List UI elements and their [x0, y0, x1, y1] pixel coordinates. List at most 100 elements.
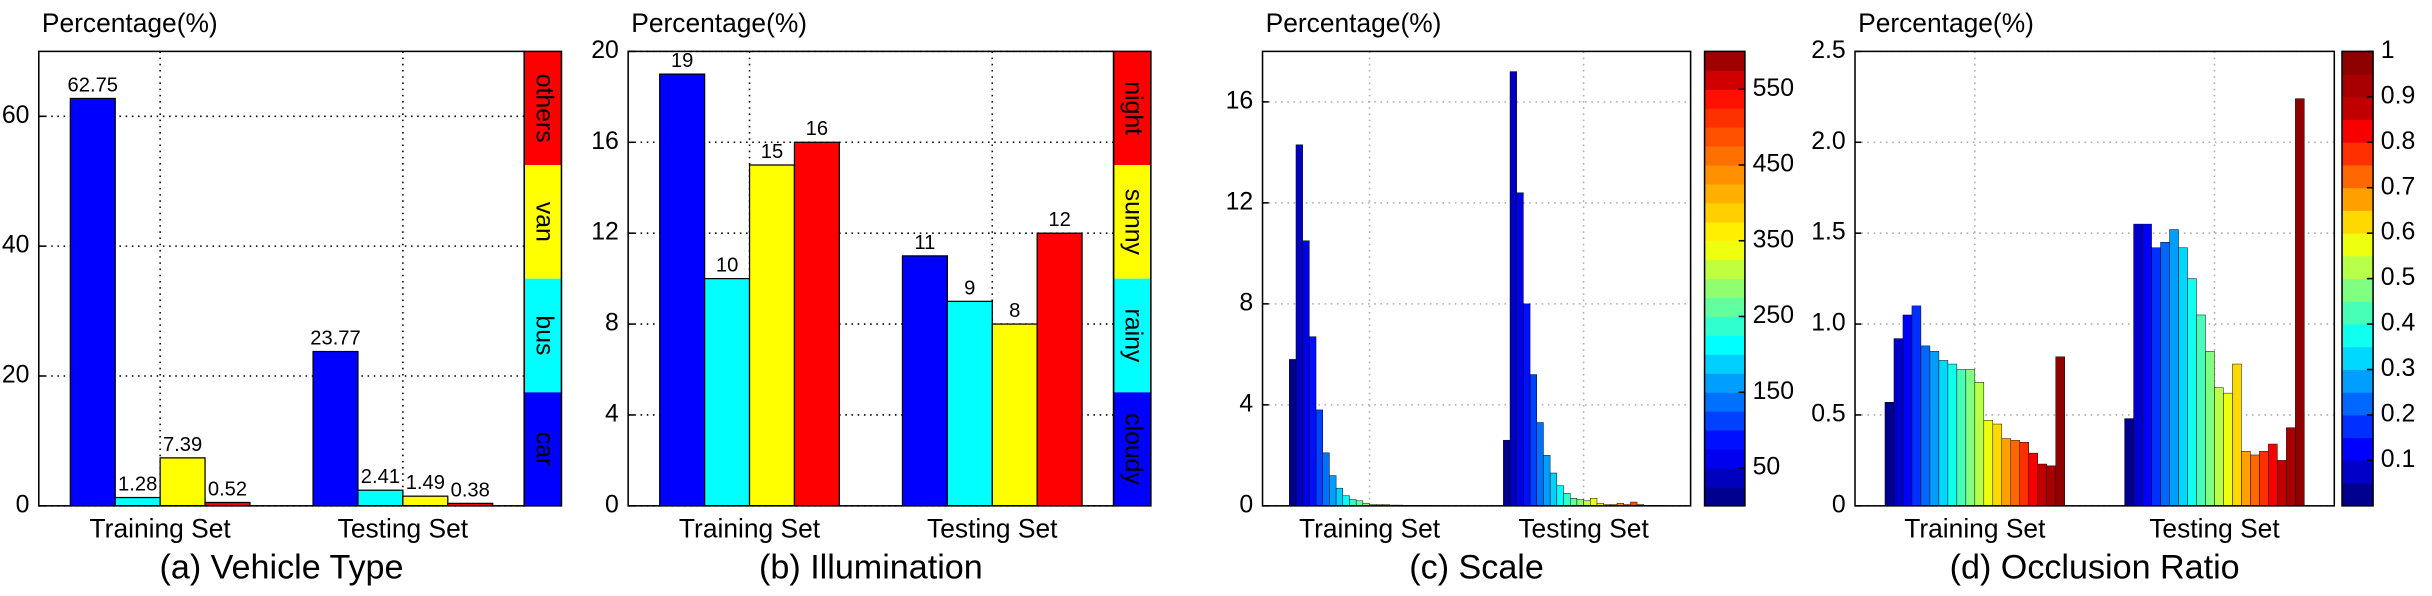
colorbar-band: [1704, 202, 1745, 223]
bar: [991, 323, 1038, 507]
caption: (a) Vehicle Type: [160, 548, 404, 586]
bar: [312, 350, 359, 507]
data-label: 1.28: [118, 473, 157, 495]
bar: [2241, 451, 2251, 507]
data-label: 19: [671, 50, 693, 72]
bar: [1543, 455, 1551, 507]
bar: [1289, 359, 1297, 507]
bar: [1503, 439, 1511, 507]
bar: [2214, 387, 2224, 507]
y-tick-label: 20: [2, 362, 30, 389]
colorbar-band: [1704, 411, 1745, 431]
bar: [1315, 409, 1323, 507]
colorbar-band: [2342, 51, 2374, 75]
bar: [946, 300, 993, 507]
legend-label: night: [1120, 81, 1147, 135]
colorbar-band: [1704, 354, 1745, 374]
x-tick-label: Testing Set: [927, 514, 1058, 544]
colorbar-tick-label: 350: [1753, 226, 1794, 253]
caption: (d) Occlusion Ratio: [1950, 548, 2240, 586]
bar: [1947, 363, 1958, 507]
legend-swatch: [1113, 278, 1151, 393]
legend-label: others: [530, 74, 557, 143]
colorbar-band: [1704, 240, 1745, 261]
legend-frame: [523, 50, 563, 507]
y-axis-label: Percentage(%): [631, 8, 807, 38]
colorbar-tick-label: 0.7: [2381, 173, 2415, 200]
bar: [659, 73, 706, 507]
y-tick-label: 1.5: [1811, 219, 1845, 246]
colorbar-band: [1704, 183, 1745, 204]
plot-area: [1262, 51, 1691, 506]
colorbar-band: [1704, 392, 1745, 412]
y-tick-label: 2.5: [1811, 37, 1845, 64]
colorbar-band: [2342, 255, 2374, 280]
colorbar-band: [2342, 460, 2374, 484]
y-tick-label: 4: [1239, 390, 1253, 417]
colorbar-band: [1704, 108, 1745, 128]
bar: [1929, 351, 1940, 507]
colorbar-band: [2342, 369, 2374, 393]
bar: [2142, 223, 2152, 507]
bar: [1893, 338, 1904, 507]
bar: [2232, 363, 2242, 507]
bar: [1516, 192, 1524, 507]
bar: [793, 141, 840, 507]
legend-frame: [1112, 50, 1152, 507]
bar: [1590, 498, 1598, 507]
data-label: 23.77: [310, 327, 360, 349]
colorbar-band: [1704, 373, 1745, 393]
colorbar-band: [2342, 324, 2374, 348]
bar: [2187, 278, 2197, 507]
colorbar-band: [1704, 486, 1745, 507]
y-tick-label: 8: [605, 310, 619, 337]
bar: [1956, 369, 1967, 507]
bar: [2169, 229, 2179, 507]
data-label: 62.75: [68, 74, 118, 96]
legend-label: car: [530, 432, 557, 466]
bar: [1974, 381, 1985, 507]
bar: [2178, 247, 2188, 507]
bar: [1549, 472, 1558, 507]
bar: [1992, 423, 2003, 507]
colorbar-band: [1704, 165, 1745, 185]
bar: [2250, 454, 2260, 507]
x-tick-label: Training Set: [90, 514, 232, 544]
data-label: 1.49: [406, 472, 445, 494]
data-label: 16: [806, 118, 828, 140]
bar: [1902, 314, 1913, 507]
y-tick-label: 12: [591, 219, 619, 246]
bar: [748, 164, 796, 507]
data-label: 10: [716, 255, 738, 277]
bar: [2010, 440, 2021, 507]
bar: [2277, 460, 2287, 507]
colorbar-band: [2342, 74, 2374, 98]
colorbar-band: [1704, 467, 1745, 488]
legend-swatch: [1113, 392, 1151, 506]
legend-swatch: [1113, 51, 1151, 165]
colorbar-band: [2342, 437, 2374, 461]
colorbar-frame: [1703, 50, 1746, 507]
y-tick-label: 4: [605, 400, 619, 427]
bar: [114, 496, 161, 507]
bar: [1569, 498, 1578, 507]
data-label: 12: [1048, 209, 1070, 231]
bar: [1576, 499, 1584, 507]
colorbar-tick-label: 0.9: [2381, 82, 2415, 109]
y-tick-label: 8: [1239, 289, 1253, 316]
y-tick-label: 0: [16, 491, 30, 518]
bar: [901, 255, 948, 507]
bar: [402, 495, 449, 507]
colorbar-tick-label: 0.8: [2381, 128, 2415, 155]
y-tick-label: 0.5: [1811, 400, 1845, 427]
y-axis-label: Percentage(%): [42, 8, 218, 38]
bar: [2133, 223, 2143, 507]
data-label: 0.38: [451, 479, 490, 501]
bar: [69, 97, 116, 507]
y-tick-label: 0: [1239, 491, 1253, 518]
colorbar-band: [2342, 414, 2374, 439]
bar: [1920, 345, 1931, 507]
bar: [1036, 232, 1083, 507]
y-tick-label: 20: [591, 37, 619, 64]
colorbar-tick-label: 0.6: [2381, 219, 2415, 246]
